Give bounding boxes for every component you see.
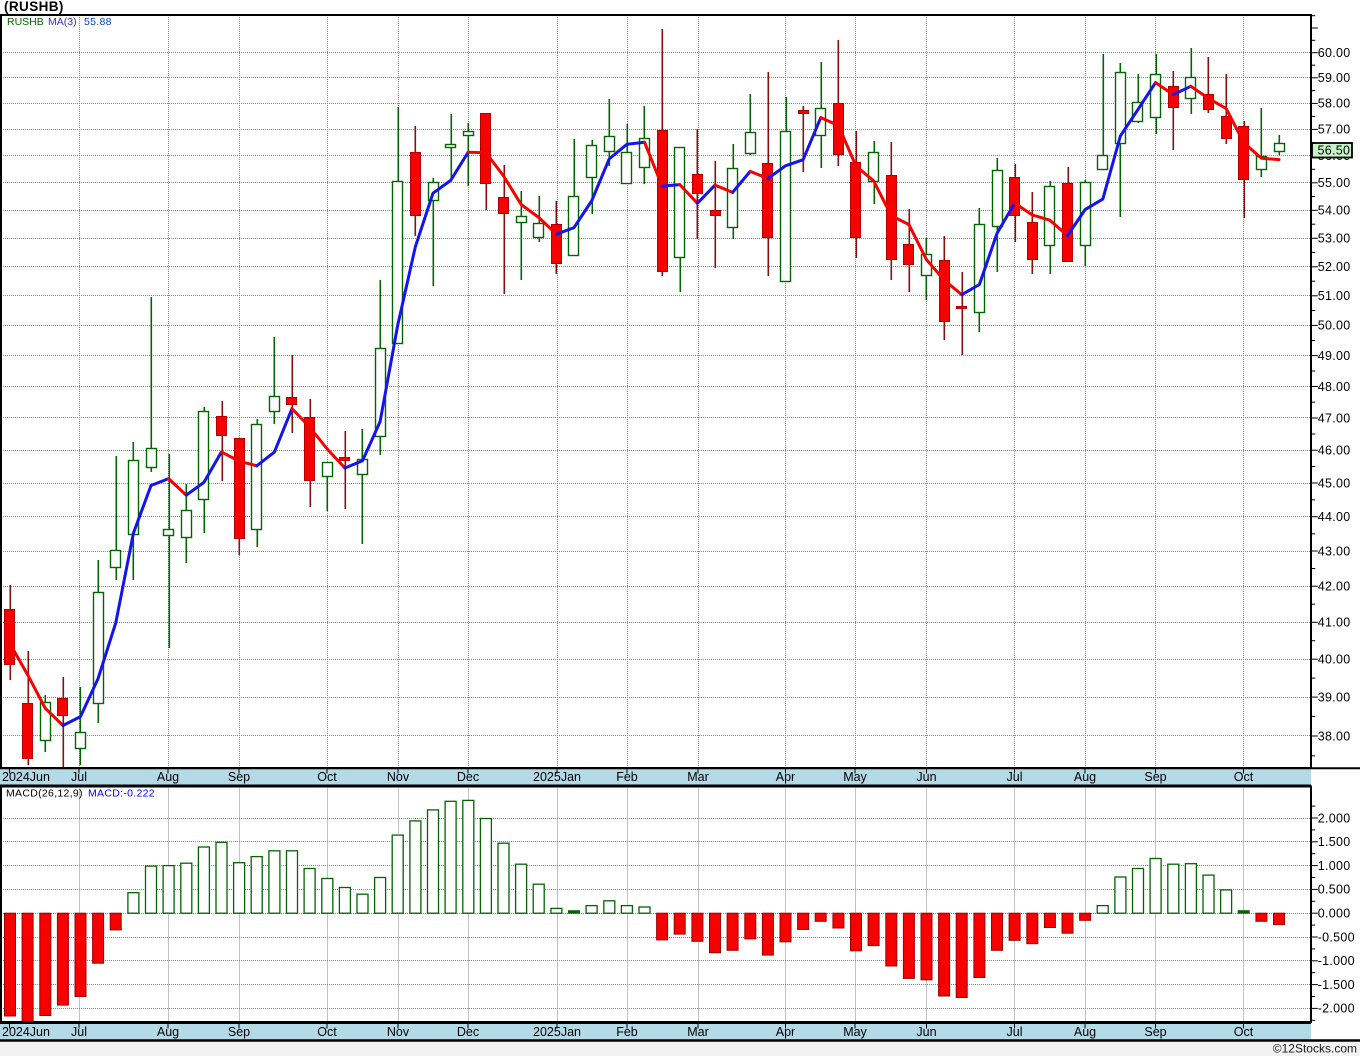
svg-text:38.00: 38.00: [1318, 729, 1351, 743]
svg-text:MA(3): MA(3): [48, 16, 77, 28]
svg-text:-0.500: -0.500: [1318, 930, 1355, 944]
svg-text:Mar: Mar: [687, 1025, 709, 1039]
svg-text:43.00: 43.00: [1318, 544, 1351, 558]
svg-text:Oct: Oct: [317, 1025, 337, 1039]
svg-text:47.00: 47.00: [1318, 411, 1351, 425]
svg-text:RUSHB: RUSHB: [7, 16, 44, 28]
svg-text:54.00: 54.00: [1318, 204, 1351, 218]
svg-text:Sep: Sep: [1144, 770, 1166, 784]
svg-text:(RUSHB): (RUSHB): [4, 0, 64, 14]
svg-text:Apr: Apr: [776, 770, 795, 784]
svg-text:Sep: Sep: [228, 1025, 250, 1039]
svg-text:50.00: 50.00: [1318, 319, 1351, 333]
svg-text:Oct: Oct: [1234, 1025, 1254, 1039]
svg-text:49.00: 49.00: [1318, 349, 1351, 363]
svg-text:MACD(26,12,9): MACD(26,12,9): [6, 788, 83, 800]
svg-text:Aug: Aug: [157, 1025, 179, 1039]
svg-text:45.00: 45.00: [1318, 476, 1351, 490]
svg-text:Oct: Oct: [317, 770, 337, 784]
svg-text:55.88: 55.88: [84, 16, 112, 28]
svg-text:Apr: Apr: [776, 1025, 795, 1039]
svg-text:58.00: 58.00: [1318, 97, 1351, 111]
svg-text:Sep: Sep: [228, 770, 250, 784]
svg-text:Sep: Sep: [1144, 1025, 1166, 1039]
svg-text:-1.500: -1.500: [1318, 978, 1355, 992]
svg-text:53.00: 53.00: [1318, 232, 1351, 246]
svg-text:41.00: 41.00: [1318, 616, 1351, 630]
svg-text:May: May: [843, 1025, 867, 1039]
svg-text:52.00: 52.00: [1318, 260, 1351, 274]
svg-text:Oct: Oct: [1234, 770, 1254, 784]
svg-text:2025Jan: 2025Jan: [533, 770, 581, 784]
svg-text:-1.000: -1.000: [1318, 954, 1355, 968]
svg-text:2024Jun: 2024Jun: [2, 770, 50, 784]
svg-text:44.00: 44.00: [1318, 510, 1351, 524]
svg-text:2024Jun: 2024Jun: [2, 1025, 50, 1039]
svg-text:Jun: Jun: [916, 1025, 936, 1039]
svg-text:Nov: Nov: [387, 770, 410, 784]
svg-text:51.00: 51.00: [1318, 289, 1351, 303]
svg-text:Dec: Dec: [457, 770, 479, 784]
svg-text:Jun: Jun: [916, 770, 936, 784]
svg-text:Jul: Jul: [71, 1025, 87, 1039]
svg-text:1.000: 1.000: [1318, 859, 1351, 873]
svg-text:42.00: 42.00: [1318, 580, 1351, 594]
svg-text:56.50: 56.50: [1318, 143, 1351, 157]
svg-text:2025Jan: 2025Jan: [533, 1025, 581, 1039]
svg-text:57.00: 57.00: [1318, 123, 1351, 137]
svg-text:46.00: 46.00: [1318, 444, 1351, 458]
svg-text:1.500: 1.500: [1318, 835, 1351, 849]
svg-text:Feb: Feb: [616, 1025, 638, 1039]
svg-text:40.00: 40.00: [1318, 653, 1351, 667]
svg-text:48.00: 48.00: [1318, 380, 1351, 394]
svg-text:55.00: 55.00: [1318, 176, 1351, 190]
svg-text:Mar: Mar: [687, 770, 709, 784]
svg-text:Dec: Dec: [457, 1025, 479, 1039]
svg-text:2.000: 2.000: [1318, 811, 1351, 825]
svg-text:0.000: 0.000: [1318, 907, 1351, 921]
svg-text:Nov: Nov: [387, 1025, 410, 1039]
svg-text:59.00: 59.00: [1318, 71, 1351, 85]
svg-text:Jul: Jul: [1007, 770, 1023, 784]
svg-text:39.00: 39.00: [1318, 690, 1351, 704]
svg-text:Jul: Jul: [71, 770, 87, 784]
svg-text:Feb: Feb: [616, 770, 638, 784]
svg-text:-2.000: -2.000: [1318, 1002, 1355, 1016]
svg-text:Aug: Aug: [157, 770, 179, 784]
svg-text:60.00: 60.00: [1318, 46, 1351, 60]
svg-text:Aug: Aug: [1074, 770, 1096, 784]
svg-text:MACD:-0.222: MACD:-0.222: [88, 788, 155, 800]
svg-text:0.500: 0.500: [1318, 883, 1351, 897]
svg-text:©12Stocks.com: ©12Stocks.com: [1273, 1042, 1357, 1056]
svg-text:Aug: Aug: [1074, 1025, 1096, 1039]
svg-text:May: May: [843, 770, 867, 784]
svg-text:Jul: Jul: [1007, 1025, 1023, 1039]
